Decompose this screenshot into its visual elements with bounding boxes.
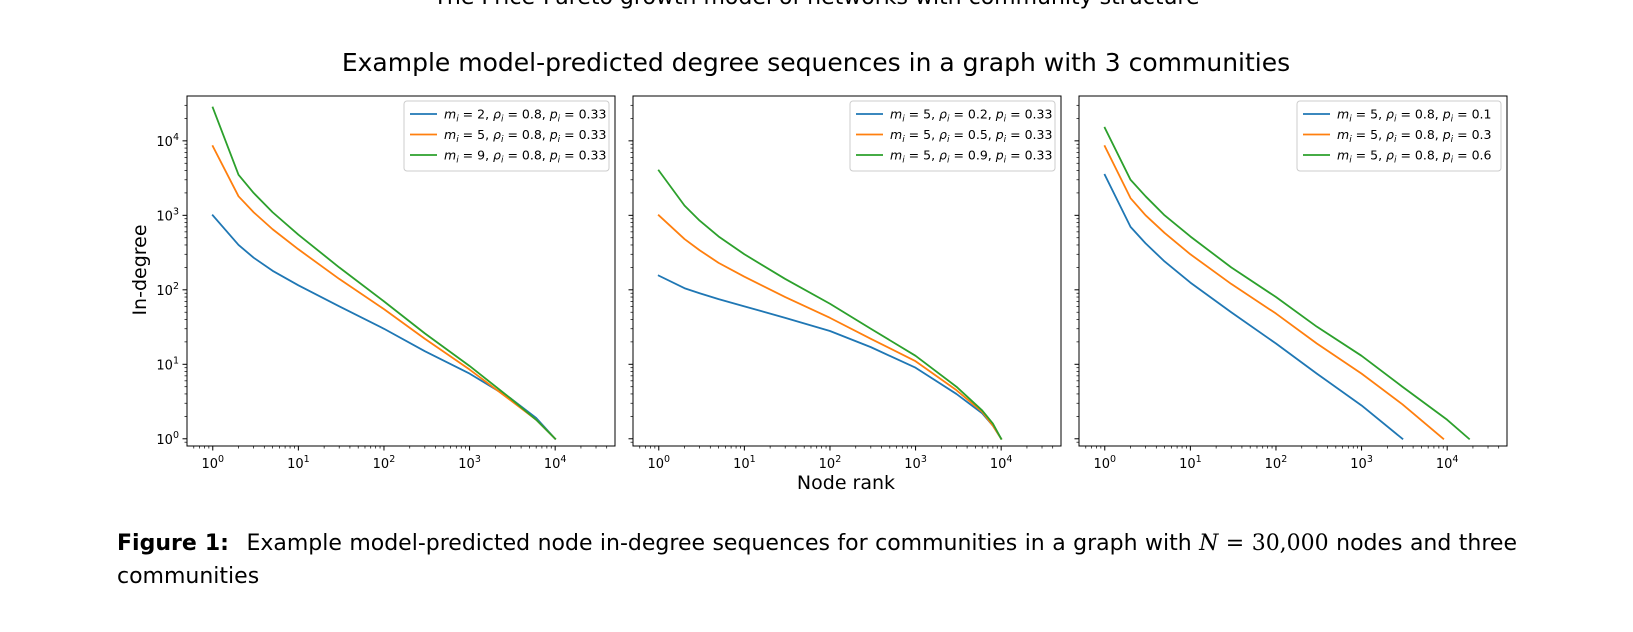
x-tick-label: 101 xyxy=(287,454,310,472)
x-tick-label: 102 xyxy=(373,454,396,472)
axes-frame xyxy=(1078,95,1508,447)
x-tick-label: 101 xyxy=(1179,454,1202,472)
caption-text-after: nodes and three communities xyxy=(117,531,1517,589)
series-line-green xyxy=(657,169,1003,441)
axes-frame xyxy=(632,95,1062,447)
x-tick-label: 100 xyxy=(647,454,670,472)
x-tick-label: 102 xyxy=(1265,454,1288,472)
caption-math-var: N xyxy=(1199,531,1219,556)
x-tick-label: 103 xyxy=(458,454,481,472)
x-tick-label: 103 xyxy=(904,454,927,472)
y-tick-label: 103 xyxy=(156,206,179,224)
y-axis-label: In-degree xyxy=(129,224,151,315)
caption-math: N = 30,000 xyxy=(1199,531,1329,556)
y-tick-label: 104 xyxy=(156,132,179,150)
figure-caption: Figure 1: Example model-predicted node i… xyxy=(117,527,1517,593)
legend-entry: mi = 5, ρi = 0.2, pi = 0.33 xyxy=(890,107,1052,125)
y-tick-label: 101 xyxy=(156,355,179,373)
series-line-green xyxy=(1103,126,1471,441)
figure-top-title: The Price-Pareto growth model of network… xyxy=(0,0,1633,10)
x-axis-label: Node rank xyxy=(797,472,895,494)
legend: mi = 5, ρi = 0.2, pi = 0.33 mi = 5, ρi = … xyxy=(849,100,1056,172)
caption-label: Figure 1: xyxy=(117,531,229,556)
x-tick-label: 101 xyxy=(733,454,756,472)
chart-title: Example model-predicted degree sequences… xyxy=(342,48,1290,77)
x-tick-label: 103 xyxy=(1350,454,1373,472)
legend: mi = 5, ρi = 0.8, pi = 0.1 mi = 5, ρi = 0… xyxy=(1296,100,1502,172)
legend-entry: mi = 5, ρi = 0.5, pi = 0.33 xyxy=(890,127,1052,145)
x-tick-label: 102 xyxy=(819,454,842,472)
legend-entry: mi = 5, ρi = 0.8, pi = 0.3 xyxy=(1337,127,1492,145)
series-line-blue xyxy=(1103,173,1404,441)
legend-entry: mi = 5, ρi = 0.8, pi = 0.6 xyxy=(1337,148,1492,166)
series-line-orange xyxy=(211,144,557,441)
legend-box xyxy=(403,100,610,172)
series-line-orange xyxy=(1103,144,1445,441)
legend-entry: mi = 5, ρi = 0.8, pi = 0.1 xyxy=(1337,107,1492,125)
series-line-orange xyxy=(657,214,1003,441)
legend-box xyxy=(849,100,1056,172)
chart-panel-3: 100 101 102 103 104 mi = 5, ρi = 0.8, pi = 0.… xyxy=(1074,95,1508,472)
series-line-blue xyxy=(211,214,557,441)
legend-entry: mi = 2, ρi = 0.8, pi = 0.33 xyxy=(444,107,606,125)
y-tick-label: 100 xyxy=(156,430,179,448)
axes-frame xyxy=(186,95,616,447)
x-tick-label: 100 xyxy=(1093,454,1116,472)
legend-entry: mi = 9, ρi = 0.8, pi = 0.33 xyxy=(444,148,606,166)
chart-panel-1: 100 101 102 103 104 100 101 102 103 104 mi = 2, ρi… xyxy=(156,95,616,472)
legend-entry: mi = 5, ρi = 0.9, pi = 0.33 xyxy=(890,148,1052,166)
caption-text-before: Example model-predicted node in-degree s… xyxy=(246,531,1192,556)
x-tick-label: 100 xyxy=(201,454,224,472)
caption-math-eq: = 30,000 xyxy=(1218,531,1329,556)
legend: mi = 2, ρi = 0.8, pi = 0.33 mi = 5, ρi = … xyxy=(403,100,610,172)
x-tick-label: 104 xyxy=(990,454,1013,472)
legend-entry: mi = 5, ρi = 0.8, pi = 0.33 xyxy=(444,127,606,145)
x-tick-label: 104 xyxy=(1436,454,1459,472)
series-line-blue xyxy=(657,274,1003,441)
x-tick-label: 104 xyxy=(544,454,567,472)
series-line-green xyxy=(211,106,557,441)
y-tick-label: 102 xyxy=(156,281,179,299)
legend-box xyxy=(1296,100,1502,172)
chart-panel-2: 100 101 102 103 104 mi = 5, ρi = 0.2, pi = 0.… xyxy=(628,95,1062,472)
